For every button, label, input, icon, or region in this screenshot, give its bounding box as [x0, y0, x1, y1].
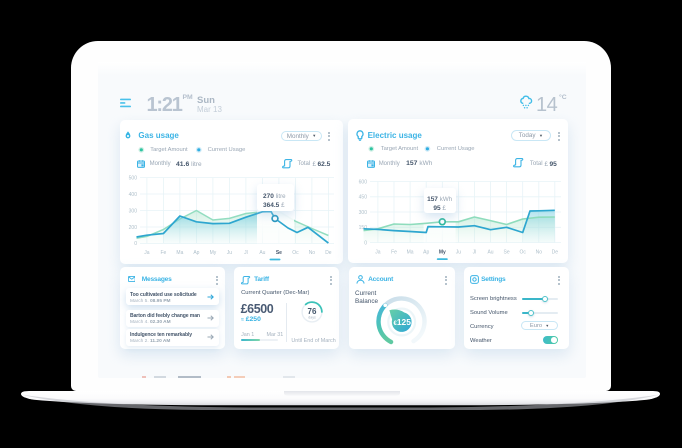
- svg-text:0: 0: [134, 241, 137, 247]
- svg-text:Ju: Ju: [456, 250, 462, 256]
- svg-text:76: 76: [307, 307, 316, 316]
- svg-text:My: My: [439, 250, 446, 256]
- svg-text:150: 150: [359, 225, 368, 231]
- svg-text:No: No: [536, 250, 543, 256]
- svg-text:300: 300: [359, 210, 368, 216]
- svg-text:0: 0: [364, 240, 367, 246]
- svg-text:400: 400: [129, 192, 138, 198]
- svg-text:500: 500: [129, 175, 138, 181]
- svg-text:Au: Au: [487, 250, 493, 256]
- svg-text:Jl: Jl: [473, 250, 477, 256]
- svg-text:Au: Au: [259, 250, 265, 256]
- svg-text:Fe: Fe: [160, 250, 166, 256]
- svg-text:No: No: [309, 250, 316, 256]
- svg-text:Ap: Ap: [193, 250, 199, 256]
- svg-text:My: My: [210, 250, 217, 256]
- svg-text:Ma: Ma: [407, 250, 414, 256]
- svg-text:300: 300: [129, 208, 138, 214]
- svg-text:450: 450: [359, 195, 368, 201]
- svg-text:Fe: Fe: [391, 250, 397, 256]
- svg-text:€125: €125: [394, 317, 412, 327]
- svg-text:days: days: [308, 315, 316, 319]
- svg-text:Ja: Ja: [144, 250, 150, 256]
- svg-text:600: 600: [359, 179, 368, 185]
- svg-text:200: 200: [129, 225, 138, 231]
- svg-text:Oc: Oc: [292, 250, 299, 256]
- svg-text:De: De: [325, 250, 332, 256]
- svg-text:Ju: Ju: [227, 250, 233, 256]
- svg-text:Jl: Jl: [244, 250, 248, 256]
- svg-text:De: De: [552, 250, 559, 256]
- svg-text:Ap: Ap: [423, 250, 429, 256]
- svg-text:Se: Se: [276, 250, 282, 256]
- svg-text:Se: Se: [504, 250, 510, 256]
- svg-text:Oc: Oc: [520, 250, 527, 256]
- svg-text:Ma: Ma: [176, 250, 183, 256]
- svg-text:Ja: Ja: [375, 250, 381, 256]
